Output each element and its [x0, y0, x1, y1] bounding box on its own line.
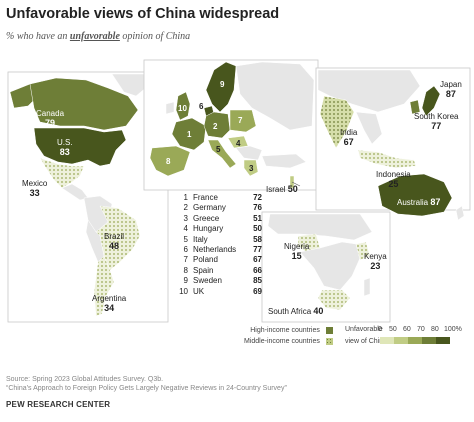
europe-marker-3: 3 [249, 164, 254, 173]
mexico-shape [39, 157, 85, 189]
label-japan: Japan 87 [440, 80, 462, 99]
europe-row: 3 Greece 51 [183, 213, 262, 223]
label-israel: Israel 50 [266, 184, 298, 194]
poland-shape [229, 109, 257, 133]
turkey-shape [261, 153, 307, 169]
label-south-africa: South Africa 40 [268, 306, 324, 316]
high-income-swatch [325, 327, 333, 334]
scale-tick: 100% [444, 326, 462, 333]
finland-russia-shape [235, 61, 315, 131]
argentina-shape [93, 255, 115, 317]
chart-title: Unfavorable views of China widespread [6, 6, 280, 22]
label-indonesia: Indonesia 25 [376, 170, 411, 189]
scale-swatch-3 [408, 337, 422, 344]
europe-row: 6 Netherlands 77 [183, 245, 262, 255]
greece-shape [243, 159, 259, 177]
europe-marker-8: 8 [166, 157, 171, 166]
brazil-shape [95, 205, 141, 271]
scale-swatch-1 [380, 337, 394, 344]
europe-marker-5: 5 [216, 145, 221, 154]
europe-marker-2: 2 [213, 122, 218, 131]
label-australia: Australia 87 [397, 197, 441, 207]
china-region-shape [317, 69, 421, 113]
scale-bar [380, 337, 450, 344]
madagascar-shape [363, 277, 371, 297]
india-shape [319, 95, 355, 149]
source-note: Source: Spring 2023 Global Attitudes Sur… [6, 376, 287, 392]
spain-shape [149, 145, 191, 177]
central-america-shape [61, 183, 89, 201]
high-income-label: High-income countries [250, 327, 320, 334]
hungary-shape [227, 135, 249, 149]
scale-tick: 50 [389, 326, 397, 333]
europe-marker-7: 7 [238, 116, 243, 125]
uk-shape [175, 91, 191, 121]
label-mexico: Mexico 33 [22, 179, 48, 198]
label-canada: Canada 79 [36, 109, 65, 128]
label-india: India 67 [340, 128, 358, 147]
label-brazil: Brazil 48 [104, 232, 125, 251]
europe-row: 10 UK 69 [179, 286, 262, 296]
scale-swatch-2 [394, 337, 408, 344]
europe-marker-9: 9 [220, 80, 225, 89]
kenya-shape [355, 241, 371, 261]
scale-swatch-4 [422, 337, 436, 344]
japan-shape [421, 85, 441, 117]
germany-shape [203, 111, 231, 139]
canada-shape [29, 77, 139, 131]
label-nigeria: Nigeria 15 [284, 242, 310, 261]
europe-marker-1: 1 [187, 130, 192, 139]
europe-marker-10: 10 [178, 104, 187, 113]
label-south-korea: South Korea 77 [414, 112, 459, 131]
us-shape [33, 127, 127, 167]
scale-swatch-5 [436, 337, 450, 344]
balkans-shape [235, 145, 263, 161]
central-africa-shape [299, 241, 361, 291]
europe-value-list: 1 France 72 2 Germany 76 3 Greece 51 4 Hungary 5… [176, 193, 262, 297]
label-kenya: Kenya 23 [364, 252, 387, 271]
israel-leader-line [291, 181, 301, 187]
scale-tick: 60 [403, 326, 411, 333]
indonesia-shape [357, 149, 417, 169]
scale-legend-title: Unfavorable [345, 326, 383, 333]
income-legend: High-income countries Middle-income coun… [244, 325, 333, 347]
europe-marker-4: 4 [236, 139, 241, 148]
france-shape [171, 117, 207, 151]
middle-income-label: Middle-income countries [244, 338, 320, 345]
label-argentina: Argentina 34 [92, 294, 127, 313]
europe-row: 4 Hungary 50 [183, 224, 262, 234]
scale-tick: 70 [417, 326, 425, 333]
europe-row: 8 Spain 66 [183, 265, 262, 275]
europe-row: 5 Italy 58 [183, 234, 262, 244]
europe-row: 2 Germany 76 [183, 203, 262, 213]
new-zealand-shape [455, 205, 465, 221]
label-us: U.S. 83 [57, 138, 73, 157]
scale-legend-subtitle: view of China [345, 338, 388, 345]
middle-income-swatch [325, 338, 333, 345]
sweden-norway-shape [205, 61, 237, 113]
europe-row: 7 Poland 67 [183, 255, 262, 265]
southeast-asia-shape [355, 111, 383, 145]
europe-row: 9 Sweden 85 [183, 276, 262, 286]
north-africa-shape [267, 213, 373, 241]
europe-marker-6: 6 [199, 102, 204, 111]
chart-subtitle: % who have an unfavorable opinion of Chi… [6, 31, 191, 42]
brand-logo-text: PEW RESEARCH CENTER [6, 400, 111, 409]
south-africa-shape [317, 289, 351, 311]
scale-tick: 0 [378, 326, 382, 333]
scale-tick: 80 [431, 326, 439, 333]
korea-shape [409, 99, 421, 115]
australia-shape [377, 173, 453, 217]
europe-row: 1 France 72 [183, 193, 262, 202]
italy-shape [207, 139, 237, 169]
ireland-shape [165, 101, 175, 115]
